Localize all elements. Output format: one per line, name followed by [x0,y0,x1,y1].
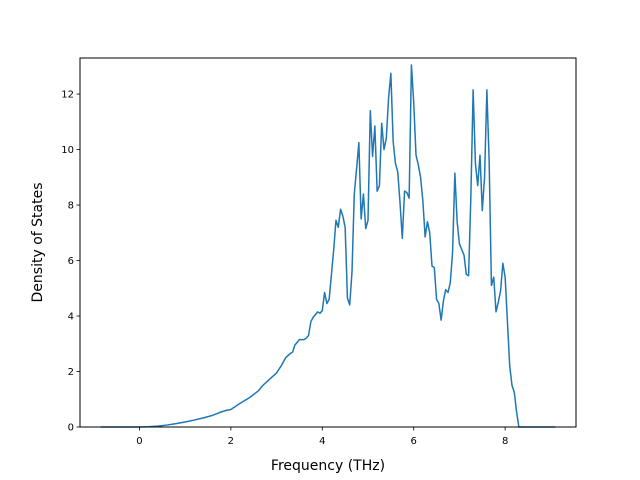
y-axis-title: Density of States [30,183,46,303]
x-tick-label: 4 [319,436,325,447]
x-tick-label: 6 [411,436,417,447]
y-tick-label: 12 [61,90,74,101]
x-tick-label: 0 [136,436,142,447]
y-tick-label: 10 [61,145,74,156]
plot-area [80,58,576,427]
x-tick-label: 8 [502,436,508,447]
x-ticks: 0 2 4 6 8 [136,427,508,447]
x-tick-label: 2 [228,436,234,447]
y-tick-label: 0 [68,423,74,434]
x-axis-title: Frequency (THz) [271,458,385,474]
y-tick-label: 2 [68,367,74,378]
y-tick-label: 8 [68,201,74,212]
y-tick-label: 6 [68,256,74,267]
y-ticks: 0 2 4 6 8 10 12 [61,90,80,434]
y-tick-label: 4 [68,312,74,323]
axes-frame [79,57,577,428]
dos-series-line [100,64,556,428]
series-layer [100,64,556,428]
